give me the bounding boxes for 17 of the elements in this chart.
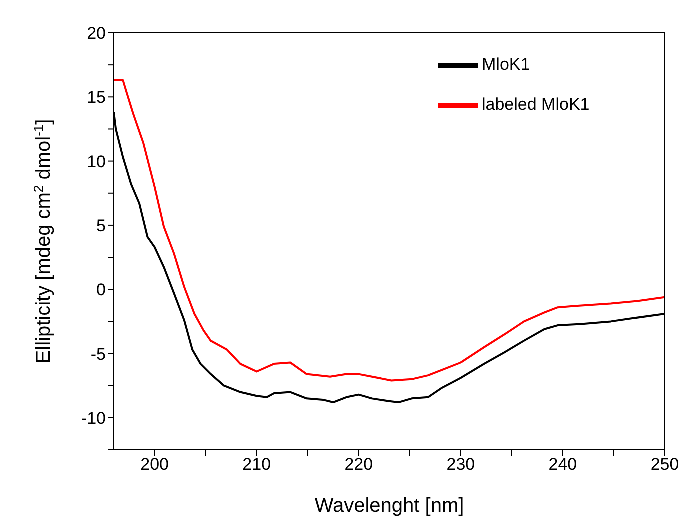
y-tick-label: 5 [96,216,106,236]
x-axis-title: Wavelenght [nm] [314,495,464,517]
line-series [114,79,665,382]
y-tick-label: 20 [87,24,106,44]
x-tick-label: 200 [140,455,169,474]
x-tick-label: 230 [446,455,476,474]
y-tick-label: -10 [81,408,106,428]
legend-label: MloK1 [482,55,530,76]
y-tick-label: 15 [87,88,106,108]
y-tick-label: 0 [96,280,106,300]
legend-label: labeled MloK1 [482,95,590,116]
y-tick-label: -5 [90,344,106,364]
x-tick-label: 240 [548,455,578,474]
y-tick-label: 10 [87,152,106,172]
x-tick-label: 250 [650,455,680,474]
x-tick-label: 220 [344,455,374,474]
x-tick-label: 210 [242,455,272,474]
